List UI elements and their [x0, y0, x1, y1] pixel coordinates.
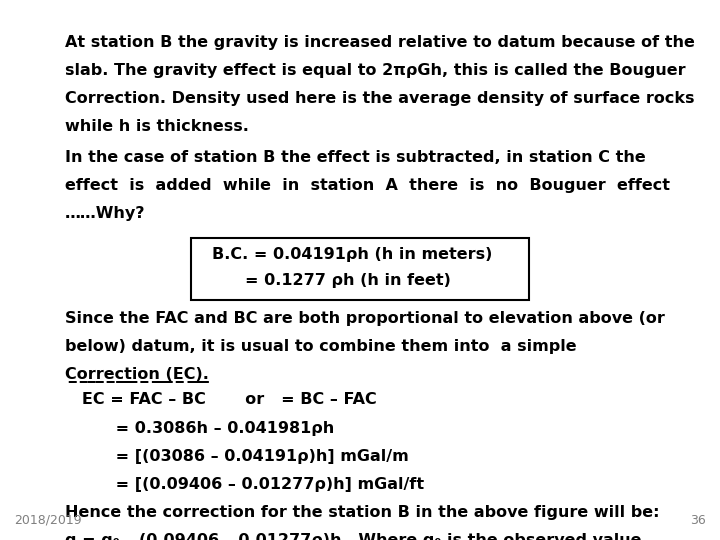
FancyBboxPatch shape [191, 238, 529, 300]
Text: In the case of station B the effect is subtracted, in station C the: In the case of station B the effect is s… [65, 150, 646, 165]
Text: Correction. Density used here is the average density of surface rocks: Correction. Density used here is the ave… [65, 91, 694, 106]
Text: below) datum, it is usual to combine them into  a simple: below) datum, it is usual to combine the… [65, 339, 582, 354]
Text: B.C. = 0.04191ρh (h in meters): B.C. = 0.04191ρh (h in meters) [212, 247, 492, 262]
Text: 36: 36 [690, 514, 706, 526]
Text: EC = FAC – BC       or   = BC – FAC: EC = FAC – BC or = BC – FAC [65, 393, 377, 408]
Text: = 0.3086h – 0.041981ρh: = 0.3086h – 0.041981ρh [65, 421, 334, 436]
Text: 2018/2019: 2018/2019 [14, 514, 82, 526]
Text: ……Why?: ……Why? [65, 206, 145, 221]
Text: slab. The gravity effect is equal to 2πρGh, this is called the Bouguer: slab. The gravity effect is equal to 2πρ… [65, 63, 685, 78]
Text: Hence the correction for the station B in the above figure will be:: Hence the correction for the station B i… [65, 505, 660, 520]
Text: = [(03086 – 0.04191ρ)h] mGal/m: = [(03086 – 0.04191ρ)h] mGal/m [65, 449, 408, 464]
Text: while h is thickness.: while h is thickness. [65, 119, 248, 134]
Text: Since the FAC and BC are both proportional to elevation above (or: Since the FAC and BC are both proportion… [65, 310, 665, 326]
Text: g = g₀ – (0.09406 – 0.01277ρ)h   Where g₀ is the observed value.: g = g₀ – (0.09406 – 0.01277ρ)h Where g₀ … [65, 533, 647, 540]
Text: At station B the gravity is increased relative to datum because of the: At station B the gravity is increased re… [65, 35, 695, 50]
Text: = [(0.09406 – 0.01277ρ)h] mGal/ft: = [(0.09406 – 0.01277ρ)h] mGal/ft [65, 477, 424, 492]
Text: C̲o̲r̲r̲e̲c̲t̲i̲o̲n̲ ̲(̲E̲C̲)̲.̲: C̲o̲r̲r̲e̲c̲t̲i̲o̲n̲ ̲(̲E̲C̲)̲.̲ [65, 367, 209, 383]
Text: effect  is  added  while  in  station  A  there  is  no  Bouguer  effect: effect is added while in station A there… [65, 178, 670, 193]
Text: = 0.1277 ρh (h in feet): = 0.1277 ρh (h in feet) [245, 273, 451, 288]
